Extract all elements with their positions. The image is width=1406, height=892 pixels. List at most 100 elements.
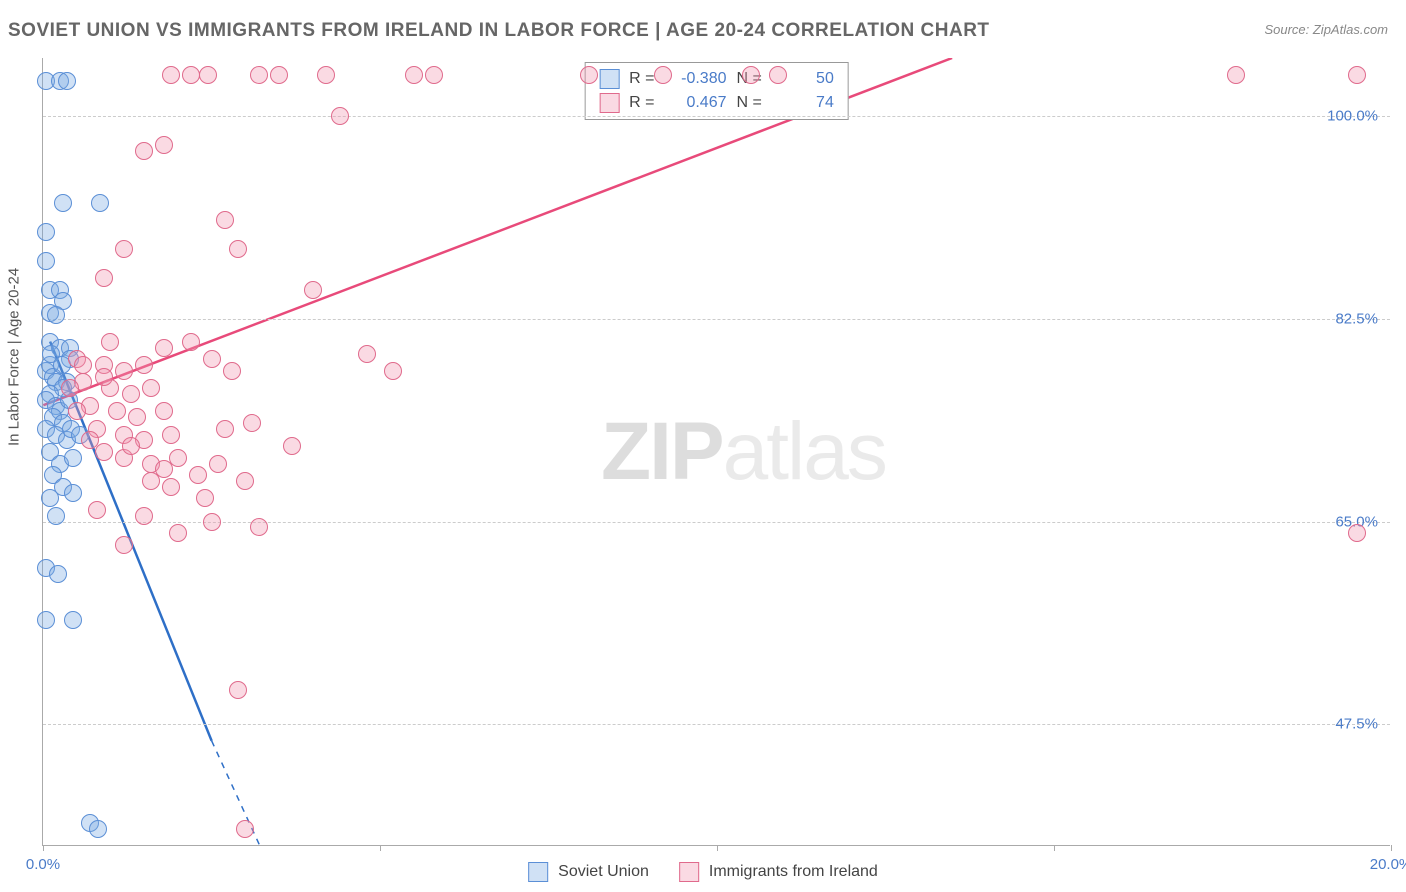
scatter-point <box>68 402 86 420</box>
scatter-point <box>74 356 92 374</box>
scatter-point <box>1348 524 1366 542</box>
scatter-point <box>64 611 82 629</box>
trend-lines-svg <box>43 58 1390 845</box>
scatter-point <box>49 565 67 583</box>
r-value-1: -0.380 <box>665 70 727 88</box>
r-value-2: 0.467 <box>665 94 727 112</box>
gridline <box>43 724 1390 725</box>
scatter-point <box>223 362 241 380</box>
legend-swatch-1 <box>599 69 619 89</box>
scatter-point <box>162 478 180 496</box>
x-tick-label: 0.0% <box>26 856 60 873</box>
r-label-2: R = <box>629 94 654 112</box>
scatter-point <box>115 240 133 258</box>
scatter-point <box>216 211 234 229</box>
scatter-point <box>37 252 55 270</box>
scatter-point <box>135 142 153 160</box>
scatter-point <box>95 269 113 287</box>
n-label-2: N = <box>737 94 762 112</box>
scatter-point <box>108 402 126 420</box>
scatter-point <box>58 72 76 90</box>
scatter-point <box>115 362 133 380</box>
x-tick <box>380 845 381 851</box>
scatter-point <box>216 420 234 438</box>
scatter-point <box>317 66 335 84</box>
scatter-point <box>54 194 72 212</box>
gridline <box>43 116 1390 117</box>
scatter-point <box>169 524 187 542</box>
scatter-point <box>142 379 160 397</box>
scatter-point <box>203 350 221 368</box>
legend-item-2: Immigrants from Ireland <box>679 862 878 882</box>
legend-label-2: Immigrants from Ireland <box>709 863 878 881</box>
scatter-point <box>135 356 153 374</box>
scatter-point <box>1227 66 1245 84</box>
scatter-point <box>182 66 200 84</box>
scatter-point <box>742 66 760 84</box>
x-tick <box>717 845 718 851</box>
scatter-point <box>236 820 254 838</box>
scatter-point <box>88 501 106 519</box>
n-value-2: 74 <box>772 94 834 112</box>
scatter-point <box>425 66 443 84</box>
scatter-point <box>162 66 180 84</box>
scatter-point <box>189 466 207 484</box>
scatter-point <box>580 66 598 84</box>
correlation-row-1: R = -0.380 N = 50 <box>599 67 834 91</box>
y-tick-label: 100.0% <box>1327 107 1378 124</box>
y-axis-label: In Labor Force | Age 20-24 <box>6 268 23 446</box>
scatter-point <box>115 536 133 554</box>
scatter-point <box>81 431 99 449</box>
x-tick <box>1391 845 1392 851</box>
legend-swatch-bottom-1 <box>528 862 548 882</box>
scatter-point <box>64 449 82 467</box>
scatter-point <box>405 66 423 84</box>
legend-swatch-bottom-2 <box>679 862 699 882</box>
scatter-point <box>304 281 322 299</box>
chart-container: SOVIET UNION VS IMMIGRANTS FROM IRELAND … <box>0 0 1406 892</box>
scatter-point <box>95 368 113 386</box>
legend-label-1: Soviet Union <box>558 863 649 881</box>
legend-swatch-2 <box>599 93 619 113</box>
x-tick <box>1054 845 1055 851</box>
scatter-point <box>384 362 402 380</box>
scatter-point <box>236 472 254 490</box>
chart-title: SOVIET UNION VS IMMIGRANTS FROM IRELAND … <box>8 20 990 42</box>
scatter-point <box>128 408 146 426</box>
scatter-point <box>101 333 119 351</box>
correlation-row-2: R = 0.467 N = 74 <box>599 91 834 115</box>
y-tick-label: 82.5% <box>1335 310 1378 327</box>
scatter-point <box>47 507 65 525</box>
scatter-point <box>243 414 261 432</box>
scatter-point <box>250 66 268 84</box>
scatter-point <box>331 107 349 125</box>
scatter-point <box>37 611 55 629</box>
scatter-point <box>155 460 173 478</box>
scatter-point <box>283 437 301 455</box>
scatter-point <box>358 345 376 363</box>
scatter-point <box>209 455 227 473</box>
scatter-point <box>47 306 65 324</box>
y-tick-label: 47.5% <box>1335 716 1378 733</box>
plot-area: ZIPatlas R = -0.380 N = 50 R = 0.467 N =… <box>42 58 1390 846</box>
scatter-point <box>64 484 82 502</box>
r-label-1: R = <box>629 70 654 88</box>
scatter-point <box>135 507 153 525</box>
legend-item-1: Soviet Union <box>528 862 649 882</box>
scatter-point <box>61 379 79 397</box>
gridline <box>43 319 1390 320</box>
scatter-point <box>769 66 787 84</box>
scatter-point <box>199 66 217 84</box>
x-tick-label: 20.0% <box>1370 856 1406 873</box>
source-attribution: Source: ZipAtlas.com <box>1264 22 1388 37</box>
x-tick <box>43 845 44 851</box>
scatter-point <box>1348 66 1366 84</box>
gridline <box>43 522 1390 523</box>
watermark-zip: ZIP <box>601 406 723 497</box>
scatter-point <box>155 339 173 357</box>
scatter-point <box>122 437 140 455</box>
scatter-point <box>182 333 200 351</box>
scatter-point <box>122 385 140 403</box>
scatter-point <box>89 820 107 838</box>
scatter-point <box>37 223 55 241</box>
